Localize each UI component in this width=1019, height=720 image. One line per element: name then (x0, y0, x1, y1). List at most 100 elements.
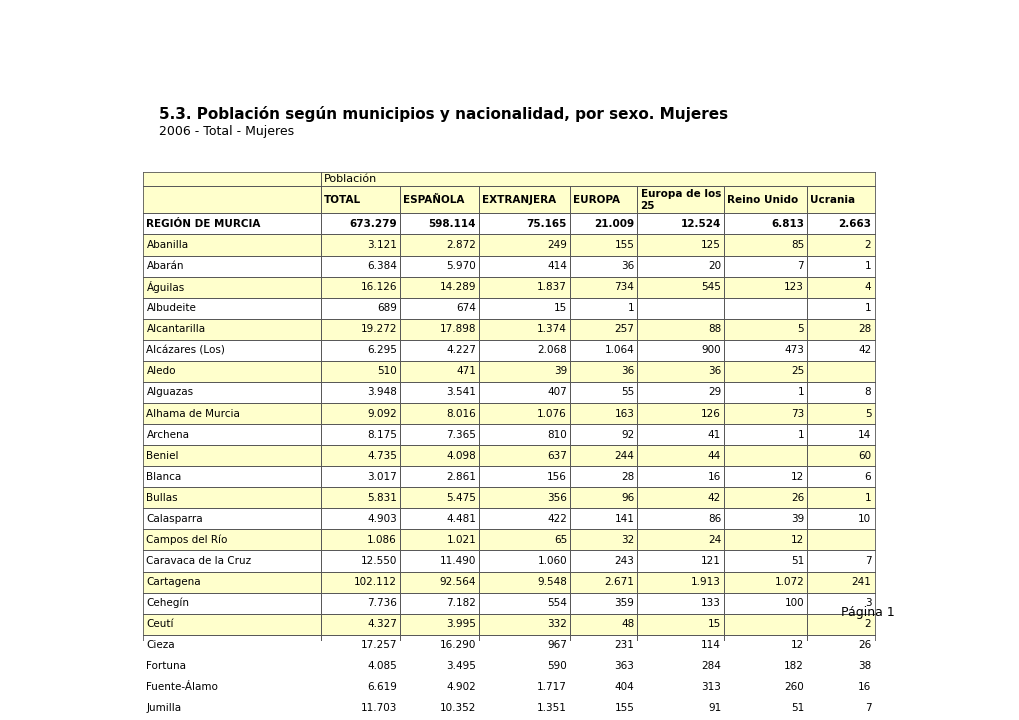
Text: 6.813: 6.813 (770, 219, 803, 229)
Bar (321, 213, 399, 235)
Text: 6.295: 6.295 (367, 346, 396, 356)
Text: 12.550: 12.550 (361, 556, 396, 566)
Text: 86: 86 (707, 514, 720, 524)
Bar (321, 677, 399, 698)
Text: 8.175: 8.175 (367, 430, 396, 440)
Text: 313: 313 (701, 683, 720, 693)
Bar (807, 424, 873, 445)
Text: 12: 12 (790, 640, 803, 650)
Text: 114: 114 (701, 640, 720, 650)
Text: 284: 284 (701, 662, 720, 671)
Bar (723, 613, 807, 635)
Bar (637, 382, 723, 403)
Bar (637, 213, 723, 235)
Text: 17.257: 17.257 (360, 640, 396, 650)
Text: 92.564: 92.564 (439, 577, 476, 587)
Bar (723, 551, 807, 572)
Text: 12: 12 (790, 472, 803, 482)
Text: 1.717: 1.717 (537, 683, 567, 693)
Text: 14: 14 (857, 430, 870, 440)
Text: 65: 65 (553, 535, 567, 545)
Bar (807, 656, 873, 677)
Bar (807, 698, 873, 719)
Bar (723, 698, 807, 719)
Bar (479, 551, 570, 572)
Bar (399, 213, 479, 235)
Text: Fuente-Álamo: Fuente-Álamo (147, 683, 218, 693)
Text: 26: 26 (857, 640, 870, 650)
Bar (143, 424, 321, 445)
Text: 3.121: 3.121 (367, 240, 396, 250)
Text: 2.861: 2.861 (445, 472, 476, 482)
Text: Aledo: Aledo (147, 366, 176, 377)
Bar (321, 319, 399, 340)
Bar (723, 256, 807, 276)
Bar (143, 593, 321, 613)
Text: 16: 16 (707, 472, 720, 482)
Text: Caravaca de la Cruz: Caravaca de la Cruz (147, 556, 252, 566)
Text: 5.831: 5.831 (367, 492, 396, 503)
Text: Beniel: Beniel (147, 451, 178, 461)
Bar (321, 719, 399, 720)
Bar (479, 529, 570, 551)
Text: 11.490: 11.490 (439, 556, 476, 566)
Bar (807, 551, 873, 572)
Bar (570, 403, 637, 424)
Text: Alcázares (Los): Alcázares (Los) (147, 346, 225, 356)
Text: 1: 1 (797, 387, 803, 397)
Text: 85: 85 (790, 240, 803, 250)
Bar (143, 213, 321, 235)
Bar (570, 529, 637, 551)
Bar (807, 529, 873, 551)
Bar (143, 186, 321, 213)
Text: 7.182: 7.182 (445, 598, 476, 608)
Text: 17.898: 17.898 (439, 324, 476, 334)
Bar (807, 467, 873, 487)
Bar (479, 593, 570, 613)
Bar (321, 186, 399, 213)
Bar (399, 445, 479, 467)
Bar (321, 256, 399, 276)
Text: 734: 734 (613, 282, 634, 292)
Bar (723, 276, 807, 297)
Bar (143, 572, 321, 593)
Text: 39: 39 (790, 514, 803, 524)
Text: 900: 900 (701, 346, 720, 356)
Bar (637, 403, 723, 424)
Bar (723, 677, 807, 698)
Text: 100: 100 (784, 598, 803, 608)
Bar (807, 508, 873, 529)
Bar (143, 635, 321, 656)
Bar (479, 235, 570, 256)
Text: 3.017: 3.017 (367, 472, 396, 482)
Bar (637, 698, 723, 719)
Bar (399, 319, 479, 340)
Text: 123: 123 (784, 282, 803, 292)
Text: 182: 182 (784, 662, 803, 671)
Bar (807, 361, 873, 382)
Text: 332: 332 (546, 619, 567, 629)
Bar (723, 424, 807, 445)
Text: 1.072: 1.072 (773, 577, 803, 587)
Bar (723, 572, 807, 593)
Bar (479, 613, 570, 635)
Bar (570, 382, 637, 403)
Bar (479, 186, 570, 213)
Bar (321, 529, 399, 551)
Text: 2.068: 2.068 (537, 346, 567, 356)
Bar (143, 382, 321, 403)
Bar (143, 319, 321, 340)
Text: 8: 8 (864, 387, 870, 397)
Bar (723, 487, 807, 508)
Bar (637, 340, 723, 361)
Text: 7.365: 7.365 (445, 430, 476, 440)
Bar (321, 635, 399, 656)
Text: EUROPA: EUROPA (573, 194, 620, 204)
Text: REGIÓN DE MURCIA: REGIÓN DE MURCIA (147, 219, 261, 229)
Text: 4.098: 4.098 (446, 451, 476, 461)
Bar (479, 487, 570, 508)
Bar (637, 319, 723, 340)
Bar (143, 551, 321, 572)
Text: 598.114: 598.114 (428, 219, 476, 229)
Text: Archena: Archena (147, 430, 190, 440)
